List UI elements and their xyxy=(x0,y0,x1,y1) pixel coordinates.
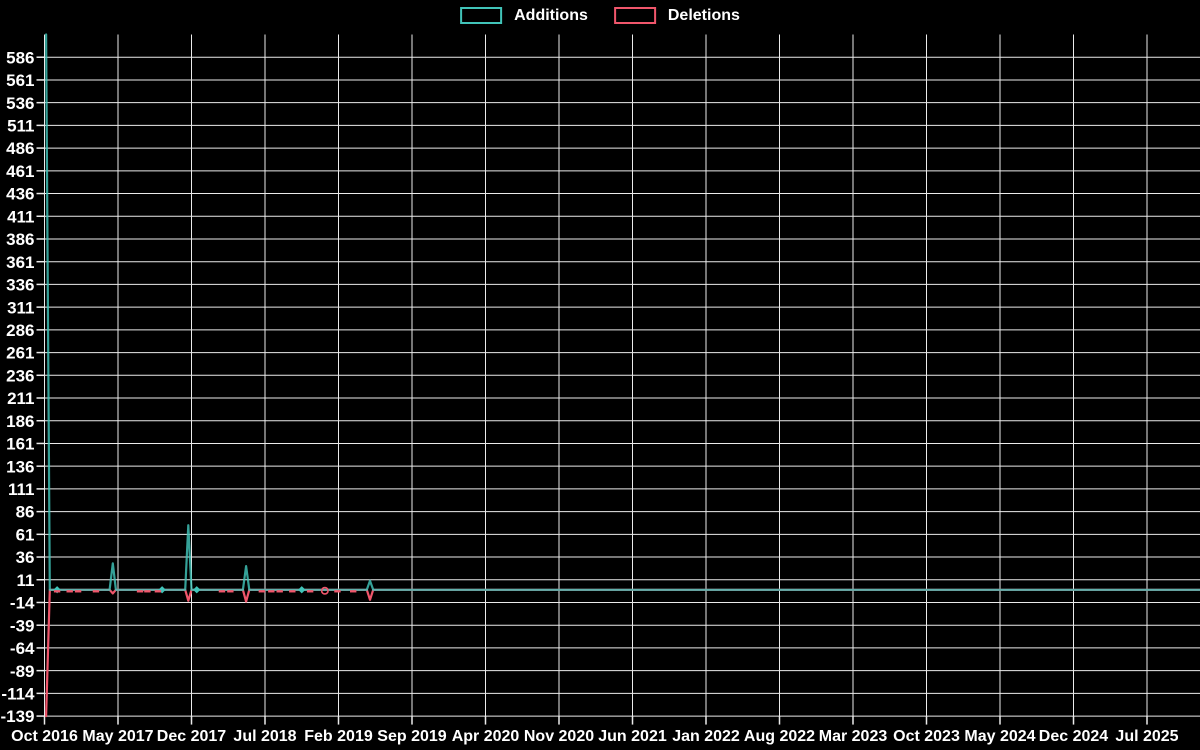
additions-series-swatch-icon xyxy=(460,7,503,24)
point-markers xyxy=(53,586,357,595)
y-tick-label: 561 xyxy=(6,71,34,90)
x-tick-label: Feb 2019 xyxy=(304,728,373,745)
x-tick-label: Jun 2021 xyxy=(598,728,667,745)
x-tick-label: Jan 2022 xyxy=(672,728,740,745)
deletions-point-marker xyxy=(306,590,314,593)
deletions-point-marker xyxy=(74,590,82,593)
y-tick-label: 311 xyxy=(7,298,34,317)
additions-point-marker xyxy=(298,586,306,594)
y-tick-label: 36 xyxy=(16,548,35,567)
y-tick-label: 461 xyxy=(6,162,34,181)
y-tick-label: 486 xyxy=(6,139,34,158)
deletions-point-marker xyxy=(144,590,151,593)
x-tick-label: Aug 2022 xyxy=(744,728,815,745)
x-tick-label: Nov 2020 xyxy=(524,728,594,745)
x-tick-label: May 2024 xyxy=(964,728,1035,745)
y-tick-label: 136 xyxy=(6,457,34,476)
y-tick-label: 436 xyxy=(6,185,34,204)
y-tick-label: -39 xyxy=(10,616,35,635)
deletions-point-marker xyxy=(218,590,226,593)
y-tick-label: 361 xyxy=(6,253,34,272)
y-tick-label: 261 xyxy=(6,344,34,363)
y-tick-label: 186 xyxy=(6,412,34,431)
y-tick-label: 11 xyxy=(17,571,35,590)
y-tick-label: 511 xyxy=(7,116,34,135)
deletions-point-marker xyxy=(66,590,73,593)
deletions-point-marker xyxy=(227,590,234,593)
y-tick-label: 86 xyxy=(16,503,35,522)
additions-line xyxy=(45,33,1200,591)
y-tick-label: -64 xyxy=(10,639,35,658)
legend-label-additions: Additions xyxy=(514,6,588,24)
x-axis-labels: Oct 2016 May 2017 Dec 2017 Jul 2018 Feb 2019… xyxy=(11,728,1179,745)
y-tick-label: 586 xyxy=(6,48,34,67)
y-tick-label: 386 xyxy=(6,230,34,249)
y-tick-label: 111 xyxy=(8,480,35,499)
deletions-point-marker xyxy=(334,590,341,593)
x-tick-label: Jul 2018 xyxy=(233,728,296,745)
gridlines-vertical xyxy=(43,34,1148,725)
x-tick-label: Sep 2019 xyxy=(377,728,446,745)
y-tick-label: -89 xyxy=(10,662,35,681)
deletions-ring-marker xyxy=(320,586,329,595)
deletions-point-marker xyxy=(289,590,296,593)
legend-item-additions[interactable]: Additions xyxy=(460,7,588,24)
x-tick-label: Oct 2023 xyxy=(893,728,960,745)
deletions-point-marker xyxy=(276,590,283,593)
deletions-point-marker xyxy=(136,590,144,593)
y-tick-label: -114 xyxy=(1,684,35,703)
y-tick-label: 536 xyxy=(6,94,34,113)
legend-item-deletions[interactable]: Deletions xyxy=(613,6,740,24)
legend: Additions Deletions xyxy=(460,7,740,24)
x-tick-label: Jul 2025 xyxy=(1115,728,1178,745)
gridlines-horizontal xyxy=(36,56,1200,717)
legend-label-deletions: Deletions xyxy=(667,6,740,24)
y-tick-label: -14 xyxy=(10,594,35,613)
y-tick-label: 236 xyxy=(6,366,34,385)
y-tick-label: -139 xyxy=(0,707,34,726)
deletions-point-marker xyxy=(92,590,100,593)
additions-point-marker xyxy=(193,586,201,594)
x-tick-label: Apr 2020 xyxy=(452,728,520,745)
y-axis-labels: 586 561 536 511 486 461 436 411 386 361 336 311 286 2… xyxy=(0,48,35,726)
deletions-point-marker xyxy=(350,590,357,593)
deletions-point-marker xyxy=(258,590,266,593)
x-tick-label: May 2017 xyxy=(82,728,153,745)
deletions-point-marker xyxy=(268,590,275,593)
x-tick-label: Mar 2023 xyxy=(819,728,888,745)
deletions-point-marker xyxy=(154,590,162,593)
y-tick-label: 61 xyxy=(16,525,35,544)
x-tick-label: Oct 2016 xyxy=(11,728,78,745)
deletions-point-marker xyxy=(53,590,61,593)
y-tick-label: 211 xyxy=(7,389,34,408)
x-tick-label: Dec 2024 xyxy=(1039,728,1108,745)
y-tick-label: 411 xyxy=(7,207,34,226)
deletions-series-swatch-icon xyxy=(613,7,656,24)
x-tick-label: Dec 2017 xyxy=(157,728,226,745)
y-tick-label: 336 xyxy=(6,276,34,295)
deletions-line xyxy=(45,588,1200,718)
y-tick-label: 286 xyxy=(6,321,34,340)
y-tick-label: 161 xyxy=(6,435,34,454)
